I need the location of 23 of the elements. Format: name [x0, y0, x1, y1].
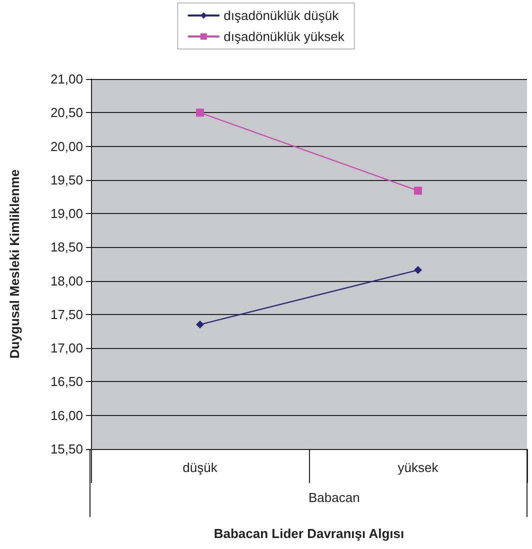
y-tick-label: 19,50	[50, 172, 83, 188]
y-tick-label: 18,50	[50, 240, 83, 255]
legend-label: dışadönüklük yüksek	[224, 29, 345, 44]
legend-label: dışadönüklük düşük	[224, 8, 340, 23]
point	[414, 186, 422, 195]
point	[196, 320, 204, 329]
point	[196, 108, 204, 117]
y-tick-label: 20,50	[50, 105, 83, 120]
y-tick-label: 16,50	[50, 374, 83, 390]
point	[414, 266, 422, 274]
x-tick-label: düşük	[182, 460, 218, 475]
y-axis-title: Duygusal Mesleki Kimliklenme	[7, 169, 22, 359]
y-tick-label: 17,00	[50, 340, 83, 356]
y-tick-label: 16,00	[50, 408, 83, 423]
y-tick-label: 19,00	[50, 206, 83, 222]
y-tick-label: 17,50	[50, 306, 83, 322]
x-tick-label: yüksek	[398, 460, 439, 475]
y-tick-label: 18,00	[50, 273, 83, 288]
text: Babacan	[308, 490, 360, 505]
x-axis-title: Babacan Lider Davranışı Algısı	[214, 526, 404, 541]
y-tick-label: 20,00	[50, 138, 83, 154]
y-tick-label: 21,00	[50, 72, 83, 86]
y-tick-label: 15,50	[50, 442, 83, 456]
